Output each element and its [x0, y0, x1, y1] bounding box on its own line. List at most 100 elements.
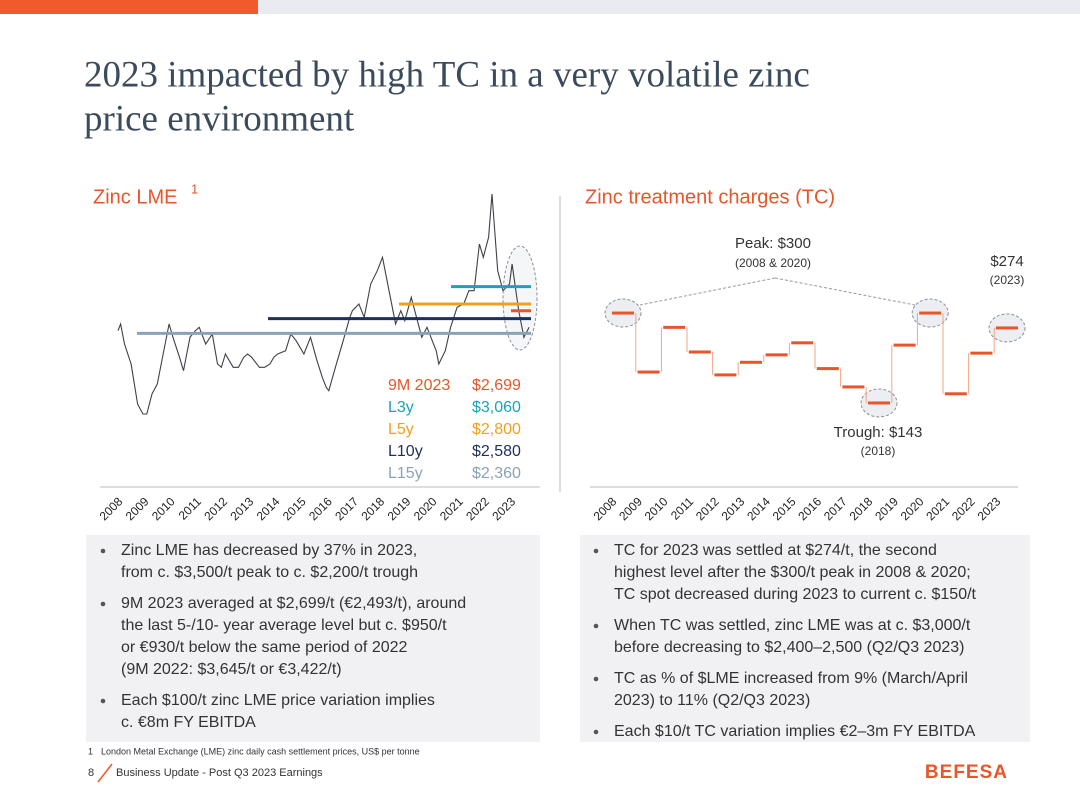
x-tick-label: 2009 [616, 494, 645, 523]
legend-name: L5y [388, 421, 414, 438]
step-bar [944, 392, 967, 396]
x-tick-label: 2016 [306, 494, 335, 523]
step-bar [765, 353, 788, 357]
legend-value: $2,800 [472, 421, 521, 438]
step-bar [791, 341, 814, 345]
x-tick-label: 2020 [411, 494, 440, 523]
x-tick-label: 2016 [795, 494, 824, 523]
step-bar [970, 351, 993, 355]
bullet-dot [593, 548, 599, 554]
footer-text: Business Update - Post Q3 2023 Earnings [116, 767, 323, 779]
x-tick-label: 2013 [719, 494, 748, 523]
bullet-dot [100, 548, 106, 554]
bullet-dot [100, 601, 106, 607]
bullet-text: Each $100/t zinc LME price variation imp… [121, 692, 435, 709]
annotation: Peak: $300 [735, 235, 811, 252]
footnote-number: 1 [88, 746, 93, 756]
bullet-dot [593, 729, 599, 735]
footnote: London Metal Exchange (LME) zinc daily c… [101, 746, 420, 756]
x-tick-label: 2018 [358, 494, 387, 523]
title-line: price environment [84, 98, 355, 139]
legend-value: $3,060 [472, 399, 521, 416]
bullet-text: Each $10/t TC variation implies €2–3m FY… [614, 723, 976, 740]
x-tick-label: 2015 [770, 494, 799, 523]
step-bar [842, 385, 865, 389]
legend-name: L3y [388, 399, 414, 416]
step-bar [740, 360, 762, 364]
x-tick-label: 2008 [97, 494, 126, 523]
bullet-dot [593, 676, 599, 682]
x-tick-label: 2019 [872, 494, 901, 523]
x-tick-label: 2010 [149, 494, 178, 523]
legend-value: $2,699 [472, 377, 521, 394]
bullet-text: Zinc LME has decreased by 37% in 2023, [121, 542, 417, 559]
legend-name: 9M 2023 [388, 377, 450, 394]
annotation-sub: (2023) [990, 273, 1025, 287]
x-tick-label: 2014 [744, 494, 773, 523]
x-tick-label: 2010 [642, 494, 671, 523]
x-tick-label: 2015 [280, 494, 309, 523]
annotation: $274 [990, 253, 1023, 270]
annotation-sub: (2018) [861, 444, 896, 458]
bullet-text: TC for 2023 was settled at $274/t, the s… [614, 542, 937, 559]
x-tick-label: 2023 [489, 494, 518, 523]
x-tick-label: 2014 [254, 494, 283, 523]
x-tick-label: 2021 [437, 494, 466, 523]
bullet-dot [100, 698, 106, 704]
x-tick-label: 2008 [591, 494, 620, 523]
page-number: 8 [88, 767, 94, 779]
title-line: 2023 impacted by high TC in a very volat… [84, 54, 810, 95]
annotation: Trough: $143 [834, 424, 923, 441]
legend-name: L15y [388, 465, 423, 482]
legend-name: L10y [388, 443, 423, 460]
top-band [258, 0, 1080, 14]
step-bar [996, 326, 1018, 330]
bullet-text: 2023) to 11% (Q2/Q3 2023) [614, 692, 810, 709]
top-accent [0, 0, 258, 14]
bullet-text: (9M 2022: $3,645/t or €3,422/t) [121, 661, 342, 678]
x-tick-label: 2017 [821, 494, 850, 523]
x-tick-label: 2020 [898, 494, 927, 523]
legend-value: $2,580 [472, 443, 521, 460]
legend-value: $2,360 [472, 465, 521, 482]
annotation-leader [774, 277, 916, 306]
x-tick-label: 2023 [975, 494, 1004, 523]
footer-slash [97, 763, 113, 783]
bullet-text: c. €8m FY EBITDA [121, 714, 256, 731]
bullet-text: 9M 2023 averaged at $2,699/t (€2,493/t),… [121, 595, 466, 612]
x-tick-label: 2009 [123, 494, 152, 523]
step-bar [893, 343, 916, 347]
bullet-text: from c. $3,500/t peak to c. $2,200/t tro… [121, 564, 418, 581]
annotation-leader [639, 277, 776, 306]
x-tick-label: 2017 [332, 494, 361, 523]
x-tick-label: 2018 [847, 494, 876, 523]
chart-title-footnote: 1 [191, 181, 198, 196]
annotation-sub: (2008 & 2020) [735, 256, 811, 270]
x-tick-label: 2022 [463, 494, 492, 523]
step-bar [868, 401, 890, 405]
logo: BEFESA [925, 762, 1008, 783]
step-bar [919, 311, 942, 315]
x-tick-label: 2022 [949, 494, 978, 523]
bullet-text: TC as % of $LME increased from 9% (March… [614, 670, 968, 687]
bullet-text: the last 5-/10- year average level but c… [121, 617, 447, 634]
x-tick-label: 2019 [385, 494, 414, 523]
x-tick-label: 2011 [176, 494, 204, 522]
x-tick-label: 2012 [693, 494, 722, 523]
x-tick-label: 2011 [668, 494, 696, 522]
bullet-text: or €930/t below the same period of 2022 [121, 639, 408, 656]
bullet-dot [593, 623, 599, 629]
x-tick-label: 2021 [923, 494, 952, 523]
bullet-text: before decreasing to $2,400–2,500 (Q2/Q3… [614, 639, 964, 656]
bullet-text: highest level after the $300/t peak in 2… [614, 564, 971, 581]
step-bar [714, 373, 737, 377]
bullet-text: When TC was settled, zinc LME was at c. … [614, 617, 971, 634]
bullet-box [86, 535, 540, 742]
bullet-box [580, 535, 1030, 742]
x-tick-label: 2013 [228, 494, 257, 523]
step-bar [688, 350, 711, 354]
chart-title: Zinc treatment charges (TC) [585, 186, 835, 208]
step-bar [612, 311, 634, 315]
step-bar [663, 325, 686, 329]
